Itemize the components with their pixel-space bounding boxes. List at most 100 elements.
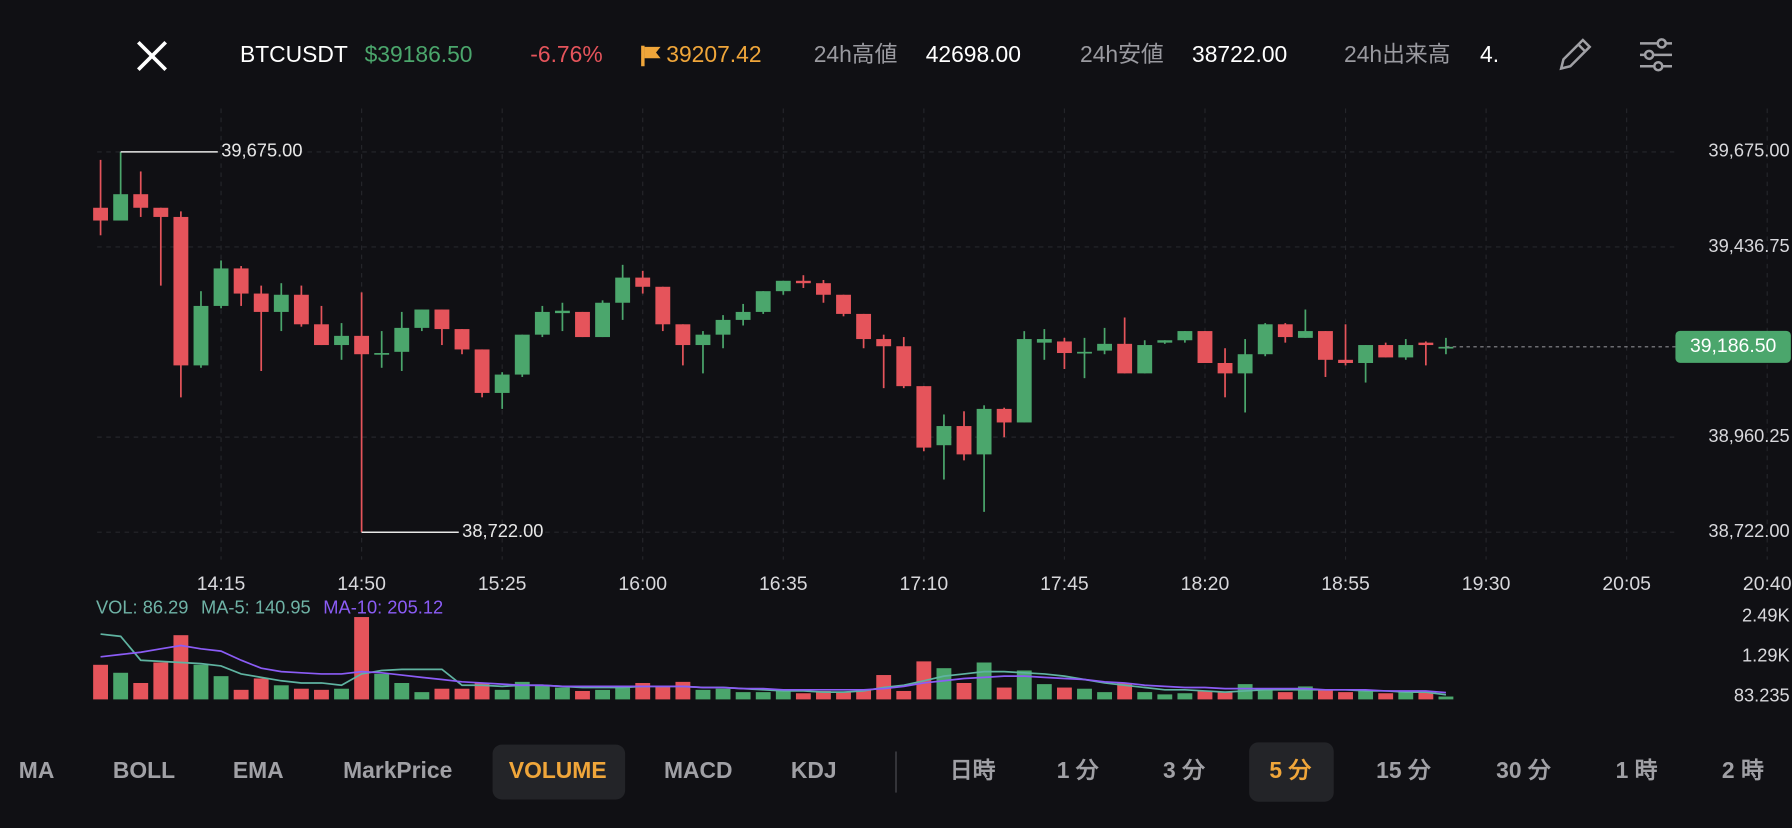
- flag: [644, 46, 661, 59]
- candle-body: [876, 339, 892, 347]
- volume-bar: [193, 664, 209, 700]
- volume-bar: [1378, 693, 1394, 700]
- x-tick-label: 18:55: [1321, 573, 1370, 595]
- volume-bar: [354, 617, 370, 700]
- x-tick-label: 19:30: [1462, 573, 1511, 595]
- candle-body: [193, 305, 209, 366]
- interval-tab[interactable]: 3 分: [1163, 757, 1205, 783]
- candle-body: [1257, 324, 1273, 355]
- candle-body: [1318, 331, 1333, 360]
- last-price-tag: [1675, 330, 1791, 363]
- indicator-tab[interactable]: KDJ: [791, 757, 837, 783]
- candle-body: [1177, 331, 1193, 341]
- x-tick-label: 15:25: [478, 573, 527, 595]
- candle-body: [1036, 339, 1052, 343]
- y-tick-label: 39,675.00: [1708, 140, 1789, 161]
- interval-tab[interactable]: 30 分: [1496, 757, 1551, 783]
- volume-bar: [113, 672, 129, 700]
- interval-tab[interactable]: 日時: [950, 757, 996, 783]
- flag-pole: [641, 45, 645, 67]
- candle-body: [1438, 346, 1454, 349]
- volume-bar: [795, 693, 811, 700]
- volume-bar: [1318, 689, 1333, 700]
- volume-bar: [735, 692, 751, 700]
- candle-body: [354, 335, 370, 355]
- volume-bar: [394, 682, 410, 700]
- interval-tab[interactable]: 1 時: [1616, 757, 1658, 783]
- volume-label: 24h出来高: [1344, 41, 1451, 67]
- candle-body: [1338, 359, 1353, 364]
- candle-body: [816, 283, 831, 295]
- edit-button[interactable]: [1559, 38, 1592, 71]
- interval-tab[interactable]: 1 分: [1057, 757, 1099, 783]
- annotation-label: 38,722.00: [462, 520, 543, 541]
- candle-body: [233, 268, 249, 294]
- candle-body: [474, 349, 490, 393]
- volume-bar: [1016, 670, 1032, 700]
- indicator-tab[interactable]: MarkPrice: [343, 757, 452, 783]
- candle-body: [1378, 345, 1394, 358]
- candle-body: [695, 334, 711, 346]
- volume-bar: [1398, 690, 1414, 700]
- volume-bar: [615, 687, 631, 700]
- candle-body: [916, 386, 932, 448]
- volume-value: 4.: [1480, 41, 1499, 67]
- candle-body: [635, 277, 651, 287]
- candle-body: [755, 291, 771, 312]
- volume-bar: [1097, 692, 1112, 700]
- volume-bar: [334, 688, 349, 700]
- pencil-line: [1577, 43, 1587, 53]
- indicator-tab[interactable]: BOLL: [113, 757, 175, 783]
- volume-bar: [454, 688, 470, 700]
- ma-line: [100, 644, 1447, 694]
- close-button[interactable]: [136, 40, 168, 71]
- candle-body: [113, 194, 129, 221]
- candle-body: [896, 346, 912, 387]
- price-chart: 14:15 14:50 15:25 16:00 16:35 17:10 17:45 18:20…: [93, 108, 1792, 595]
- volume-bar: [434, 688, 450, 700]
- active-indicator-bg: [492, 744, 626, 800]
- interval-tab[interactable]: 5 分: [1269, 757, 1311, 783]
- active-interval-bg: [1249, 742, 1334, 802]
- candle-body: [615, 277, 631, 303]
- legend-entry: MA-10: 205.12: [323, 597, 443, 618]
- x-tick-label: 20:40: [1743, 573, 1792, 595]
- volume-bar: [293, 688, 309, 700]
- volume-bar: [173, 635, 189, 700]
- volume-bar: [896, 690, 912, 700]
- candle-body: [715, 319, 731, 335]
- candle-body: [534, 311, 550, 335]
- interval-tab[interactable]: 2 時: [1722, 757, 1764, 783]
- indicator-tab[interactable]: VOLUME: [509, 757, 607, 783]
- indicator-tab[interactable]: MA: [19, 757, 55, 783]
- volume-bar: [374, 673, 390, 700]
- candle-body: [514, 334, 530, 375]
- candle-body: [1137, 345, 1153, 374]
- interval-tab[interactable]: 15 分: [1376, 757, 1431, 783]
- volume-bar: [414, 692, 430, 700]
- settings-button[interactable]: [1640, 38, 1672, 72]
- volume-bar: [1137, 692, 1153, 700]
- candle-body: [153, 207, 169, 217]
- candle-body: [1157, 340, 1173, 343]
- volume-bar: [856, 689, 872, 700]
- y-tick-label: 2.49K: [1742, 605, 1790, 626]
- candle-body: [595, 302, 610, 338]
- volume-bar: [575, 690, 590, 700]
- volume-bar: [233, 689, 249, 700]
- volume-bar: [936, 668, 952, 700]
- volume-bar: [133, 682, 149, 700]
- indicator-tab[interactable]: EMA: [233, 757, 284, 783]
- candle-body: [1398, 345, 1414, 358]
- x-tick-label: 14:15: [197, 573, 246, 595]
- volume-bar: [1177, 693, 1193, 700]
- ma-line: [100, 633, 1447, 696]
- mark-price: 39207.42: [666, 41, 761, 67]
- y-tick-label: 38,722.00: [1708, 520, 1789, 541]
- candle-body: [1056, 341, 1072, 354]
- indicator-tab[interactable]: MACD: [664, 757, 733, 783]
- candle-body: [1197, 331, 1213, 364]
- slider-knob: [1653, 60, 1664, 72]
